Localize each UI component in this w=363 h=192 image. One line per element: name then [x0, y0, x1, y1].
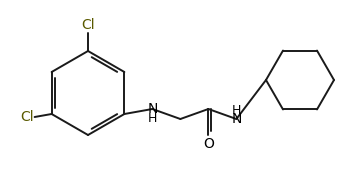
Text: O: O: [203, 137, 214, 151]
Text: N: N: [147, 102, 158, 116]
Text: H: H: [232, 104, 241, 118]
Text: Cl: Cl: [81, 18, 95, 32]
Text: H: H: [148, 112, 157, 124]
Text: Cl: Cl: [20, 110, 34, 124]
Text: N: N: [231, 112, 241, 126]
